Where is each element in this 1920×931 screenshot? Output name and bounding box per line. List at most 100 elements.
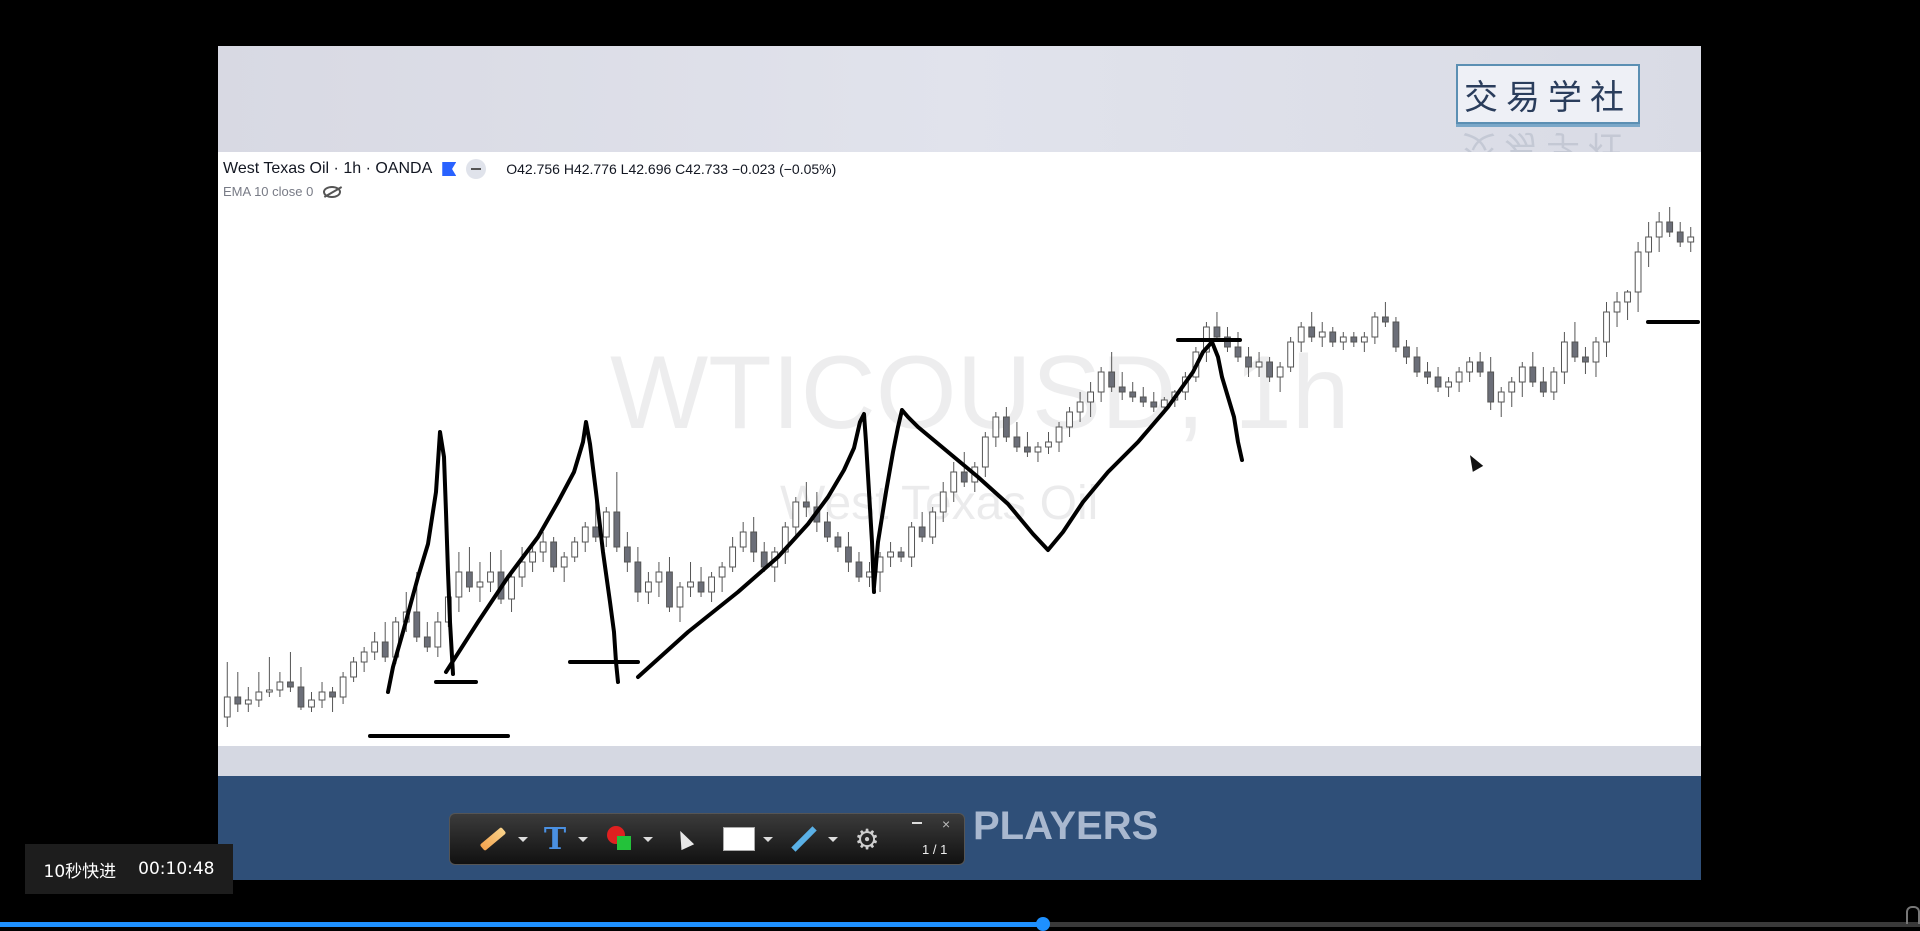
candle-body <box>1308 326 1316 338</box>
color-icon[interactable] <box>605 824 635 854</box>
candle-body <box>1455 371 1463 383</box>
annotation-stroke <box>636 412 876 679</box>
candle-body <box>1434 376 1442 388</box>
candle <box>1560 332 1568 384</box>
candle-body <box>1560 341 1568 373</box>
symbol-title[interactable]: West Texas Oil · 1h · OANDA <box>223 160 433 177</box>
candle <box>1318 322 1326 347</box>
candle <box>476 562 484 602</box>
candle-body <box>1371 316 1379 338</box>
candle-body <box>1329 331 1337 343</box>
rect-icon[interactable] <box>723 824 755 854</box>
candle-body <box>1529 366 1537 383</box>
candle-body <box>350 661 358 678</box>
candle-body <box>1413 356 1421 373</box>
candle <box>634 547 642 602</box>
candle-body <box>1097 371 1105 393</box>
candle-body <box>1276 366 1284 378</box>
annotation-toolbar: T ⚙ × 1 / 1 <box>449 813 965 865</box>
candle-body <box>339 676 347 698</box>
candle-body <box>1318 331 1326 338</box>
annotation-stroke <box>444 420 620 684</box>
candle <box>318 682 326 708</box>
flag-icon[interactable] <box>442 162 457 176</box>
candle-body <box>518 561 526 578</box>
candle-body <box>423 636 431 648</box>
video-progress-bar[interactable] <box>0 917 1920 931</box>
skip-forward-label[interactable]: 10秒快进 <box>43 861 117 882</box>
brand-logo-reflection: 交易学社 <box>1456 126 1636 152</box>
candle <box>1455 367 1463 392</box>
candle <box>1287 337 1295 372</box>
text-dropdown-icon[interactable] <box>578 837 588 842</box>
pencil-dropdown-icon[interactable] <box>518 837 528 842</box>
candle-body <box>981 436 989 468</box>
candle <box>918 512 926 542</box>
price-chart[interactable]: WTICOUSD, 1h West Texas Oil West Texas O… <box>218 152 1701 747</box>
candle-body <box>234 696 242 705</box>
candle-body <box>1613 301 1621 313</box>
pencil-icon[interactable] <box>478 824 508 854</box>
candle <box>255 672 263 707</box>
candle-body <box>1445 381 1452 388</box>
candle-body <box>939 491 947 513</box>
indicator-legend: EMA 10 close 0 <box>223 184 342 199</box>
candle <box>792 497 800 537</box>
minimize-icon[interactable] <box>912 822 922 824</box>
candle-body <box>592 526 600 538</box>
color-dropdown-icon[interactable] <box>643 837 653 842</box>
candle <box>1434 367 1442 392</box>
candle <box>1139 387 1147 407</box>
candle <box>729 537 737 572</box>
candle <box>666 557 673 612</box>
hammer-icon[interactable] <box>788 824 820 854</box>
candle <box>1118 372 1126 400</box>
brand-reflection-text: 交易学社 <box>1462 127 1630 152</box>
candle-body <box>318 691 326 701</box>
candle <box>1634 242 1642 312</box>
candle <box>381 622 389 662</box>
candle-body <box>992 416 1000 438</box>
candle-body <box>1034 446 1042 453</box>
candle-body <box>1424 371 1431 378</box>
candle-body <box>1550 371 1558 393</box>
candle <box>687 562 694 597</box>
candle-body <box>571 541 579 558</box>
candle <box>1045 432 1052 454</box>
close-icon[interactable]: × <box>942 816 951 832</box>
cursor-icon[interactable] <box>674 824 694 854</box>
candle <box>308 692 315 712</box>
candle <box>1371 312 1379 344</box>
gear-icon[interactable]: ⚙ <box>854 823 880 855</box>
rect-dropdown-icon[interactable] <box>763 837 773 842</box>
candle-body <box>244 699 252 705</box>
candle <box>329 687 336 712</box>
candle <box>1097 367 1105 402</box>
hammer-dropdown-icon[interactable] <box>828 837 838 842</box>
text-icon[interactable]: T <box>543 821 567 857</box>
candlestick-plot[interactable] <box>218 152 1701 746</box>
progress-handle[interactable] <box>1035 917 1050 931</box>
candle-body <box>623 546 631 563</box>
candle <box>455 552 463 612</box>
candle <box>697 567 705 597</box>
hidden-eye-icon[interactable] <box>323 185 342 198</box>
candle <box>265 657 273 697</box>
candle <box>550 537 558 572</box>
candle <box>1055 422 1063 452</box>
candle-body <box>634 561 642 593</box>
candle-body <box>1066 411 1073 428</box>
candle <box>771 547 779 582</box>
candle <box>1655 212 1663 252</box>
candle <box>750 517 758 562</box>
progress-fill <box>0 922 1043 927</box>
collapse-icon[interactable] <box>466 159 487 179</box>
candle-body <box>1245 356 1252 368</box>
candle-body <box>855 561 863 578</box>
candle-body <box>434 621 442 648</box>
candle <box>1350 332 1358 347</box>
candle-body <box>960 471 968 483</box>
candle-body <box>1592 341 1600 363</box>
candle-body <box>1582 356 1589 363</box>
indicator-label[interactable]: EMA 10 close 0 <box>223 184 314 199</box>
